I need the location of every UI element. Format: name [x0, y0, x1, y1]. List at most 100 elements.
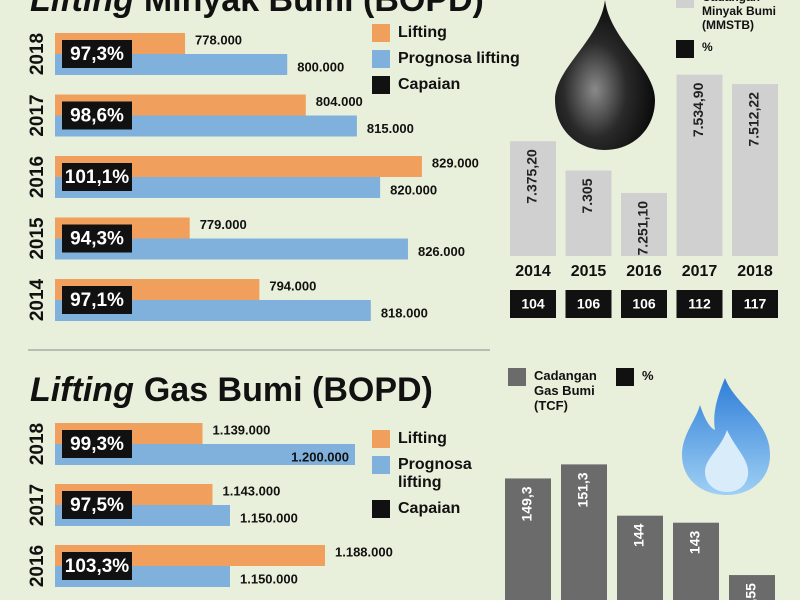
column: [617, 515, 663, 600]
capaian-label: 98,6%: [70, 106, 124, 127]
legend-swatch: [372, 24, 390, 42]
capaian-label: 97,5%: [70, 495, 124, 516]
percent-box: [732, 290, 778, 318]
legend-label: Lifting: [398, 430, 447, 447]
legend-item: Lifting: [372, 24, 532, 42]
year-label: 2014: [27, 278, 48, 321]
legend-item: Cadangan Minyak Bumi (MMSTB): [676, 0, 794, 32]
legend-swatch: [508, 368, 526, 386]
legend-item: %: [616, 368, 714, 413]
year-label: 2017: [27, 484, 48, 526]
x-tick-label: 2017: [682, 263, 718, 280]
legend-item: Capaian: [372, 500, 482, 518]
bar: [55, 238, 408, 260]
legend-label: %: [702, 40, 713, 54]
legend-label: Capaian: [398, 500, 461, 517]
flame-inner: [705, 430, 749, 492]
percent-label: 117: [744, 296, 767, 312]
year-label: 2016: [27, 545, 48, 587]
legend: Lifting Prognosa lifting Capaian: [372, 24, 532, 94]
capaian-box: [62, 491, 132, 519]
title-emphasis: Lifting: [30, 371, 134, 409]
legend-item: Capaian: [372, 76, 532, 94]
value-label: 1.188.000: [335, 544, 393, 559]
percent-box: [621, 290, 667, 318]
legend-item: %: [676, 40, 794, 58]
column: [729, 575, 775, 600]
value-label: 779.000: [200, 217, 247, 232]
value-label: 829.000: [432, 155, 479, 170]
value-label: 778.000: [195, 32, 242, 47]
capaian-box: [62, 286, 132, 314]
legend-label: Cadangan Gas Bumi (TCF): [534, 368, 597, 413]
title-emphasis: Lifting: [30, 0, 134, 19]
year-label: 2017: [27, 94, 48, 136]
value-label: 818.000: [381, 305, 428, 320]
value-label: 135,55: [743, 583, 759, 600]
percent-box: [510, 290, 556, 318]
legend: Lifting Prognosa lifting Capaian: [372, 430, 482, 518]
column: [673, 522, 719, 600]
legend: Cadangan Gas Bumi (TCF)%: [508, 368, 668, 413]
legend-swatch: [372, 500, 390, 518]
x-tick-label: 2018: [737, 263, 773, 280]
percent-label: 106: [577, 296, 601, 312]
capaian-box: [62, 224, 132, 253]
capaian-label: 101,1%: [65, 167, 130, 188]
year-label: 2016: [27, 156, 48, 198]
value-label: 151,3: [575, 472, 591, 507]
x-tick-label: 2014: [515, 263, 551, 280]
legend: Cadangan Minyak Bumi (MMSTB)%: [676, 0, 794, 58]
legend-label: Capaian: [398, 76, 461, 93]
percent-label: 106: [632, 296, 656, 312]
value-label: 149,3: [519, 486, 535, 521]
legend-item: Cadangan Gas Bumi (TCF): [508, 368, 606, 413]
capaian-box: [62, 101, 132, 130]
oil-drop-icon: [555, 0, 655, 150]
year-label: 2018: [27, 33, 48, 75]
capaian-label: 99,3%: [70, 434, 124, 455]
value-label: 1.150.000: [240, 571, 298, 586]
legend-swatch: [616, 368, 634, 386]
x-tick-label: 2015: [571, 263, 607, 280]
chart-title: Lifting Gas Bumi (BOPD): [30, 371, 433, 409]
column: [510, 141, 556, 256]
capaian-box: [62, 40, 132, 68]
value-label: 144: [631, 523, 647, 547]
value-label: 7.375,20: [524, 149, 540, 204]
column: [621, 192, 667, 256]
legend-swatch: [372, 50, 390, 68]
legend-swatch: [676, 0, 694, 8]
legend-label: Prognosa lifting: [398, 50, 520, 67]
x-tick-label: 2016: [626, 263, 662, 280]
legend-label: %: [642, 368, 654, 383]
value-label: 1.150.000: [240, 510, 298, 525]
bar: [55, 177, 381, 198]
capaian-label: 97,3%: [70, 44, 124, 65]
bar: [55, 300, 371, 321]
value-label: 7.251,10: [635, 201, 651, 256]
chart-title: Lifting Minyak Bumi (BOPD): [30, 0, 484, 19]
legend-item: Prognosa lifting: [372, 50, 532, 68]
value-label: 826.000: [418, 244, 465, 259]
value-label: 1.139.000: [213, 422, 271, 437]
legend-swatch: [676, 40, 694, 58]
capaian-label: 94,3%: [70, 229, 124, 250]
capaian-label: 103,3%: [65, 556, 130, 577]
year-label: 2018: [27, 423, 48, 465]
capaian-label: 97,1%: [70, 290, 124, 311]
column: [676, 74, 723, 256]
legend-item: Lifting: [372, 430, 482, 448]
bar: [55, 156, 422, 177]
legend-label: Lifting: [398, 24, 447, 41]
value-label: 1.143.000: [223, 483, 281, 498]
value-label: 804.000: [316, 94, 363, 109]
value-label: 820.000: [390, 182, 437, 197]
value-label: 143: [687, 530, 703, 554]
value-label: 7.534,90: [690, 82, 706, 137]
legend-swatch: [372, 76, 390, 94]
column: [505, 478, 551, 600]
year-label: 2015: [27, 217, 48, 260]
